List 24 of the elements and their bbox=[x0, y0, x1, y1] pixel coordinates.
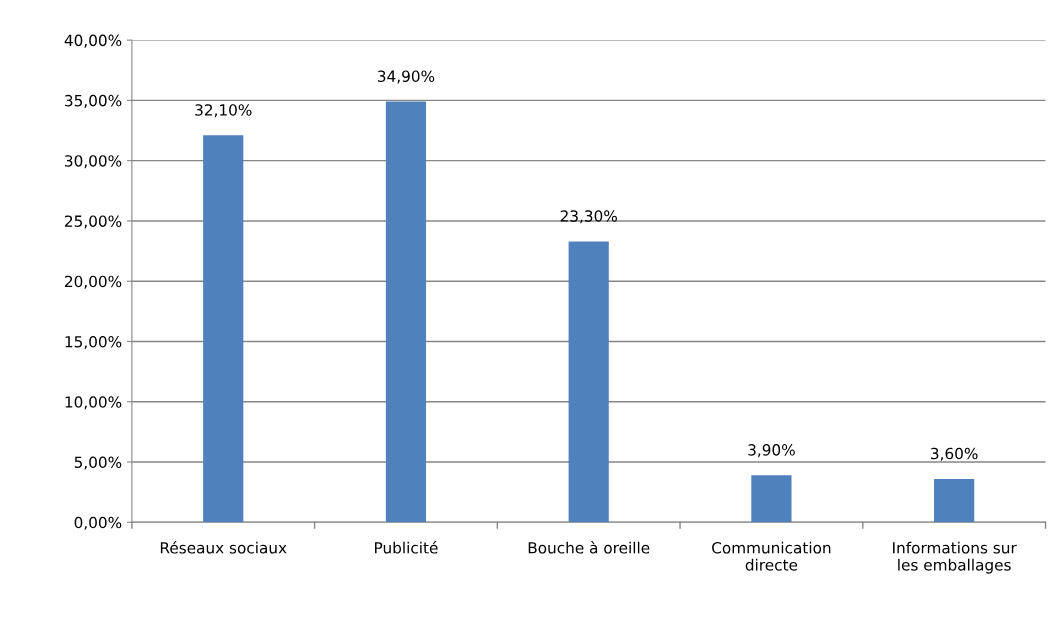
data-label: 3,60% bbox=[931, 447, 978, 461]
x-tick-label: Informations sur les emballages bbox=[893, 541, 1017, 574]
bar bbox=[385, 101, 427, 523]
x-tick-label: Réseaux sociaux bbox=[160, 541, 287, 554]
y-tick-label: 5,00% bbox=[74, 456, 122, 470]
bar bbox=[751, 475, 792, 523]
y-tick-label: 20,00% bbox=[65, 275, 122, 289]
y-tick-label: 35,00% bbox=[65, 94, 122, 108]
y-tick-label: 0,00% bbox=[74, 516, 122, 530]
x-tick-label: Bouche à oreille bbox=[528, 541, 650, 554]
data-label: 34,90% bbox=[378, 70, 435, 84]
x-tick-label: Communication directe bbox=[712, 541, 831, 571]
y-tick-label: 15,00% bbox=[65, 335, 122, 350]
bar bbox=[203, 135, 244, 523]
data-label: 32,10% bbox=[195, 104, 252, 118]
bar bbox=[568, 241, 609, 523]
y-tick-label: 10,00% bbox=[65, 396, 122, 410]
bar bbox=[934, 478, 975, 523]
y-tick-label: 30,00% bbox=[65, 155, 122, 169]
x-tick-label: Publicité bbox=[375, 541, 438, 554]
data-label: 23,30% bbox=[560, 210, 617, 224]
y-tick-label: 40,00% bbox=[64, 34, 122, 48]
y-tick-label: 25,00% bbox=[65, 215, 122, 229]
data-label: 3,90% bbox=[748, 444, 795, 458]
